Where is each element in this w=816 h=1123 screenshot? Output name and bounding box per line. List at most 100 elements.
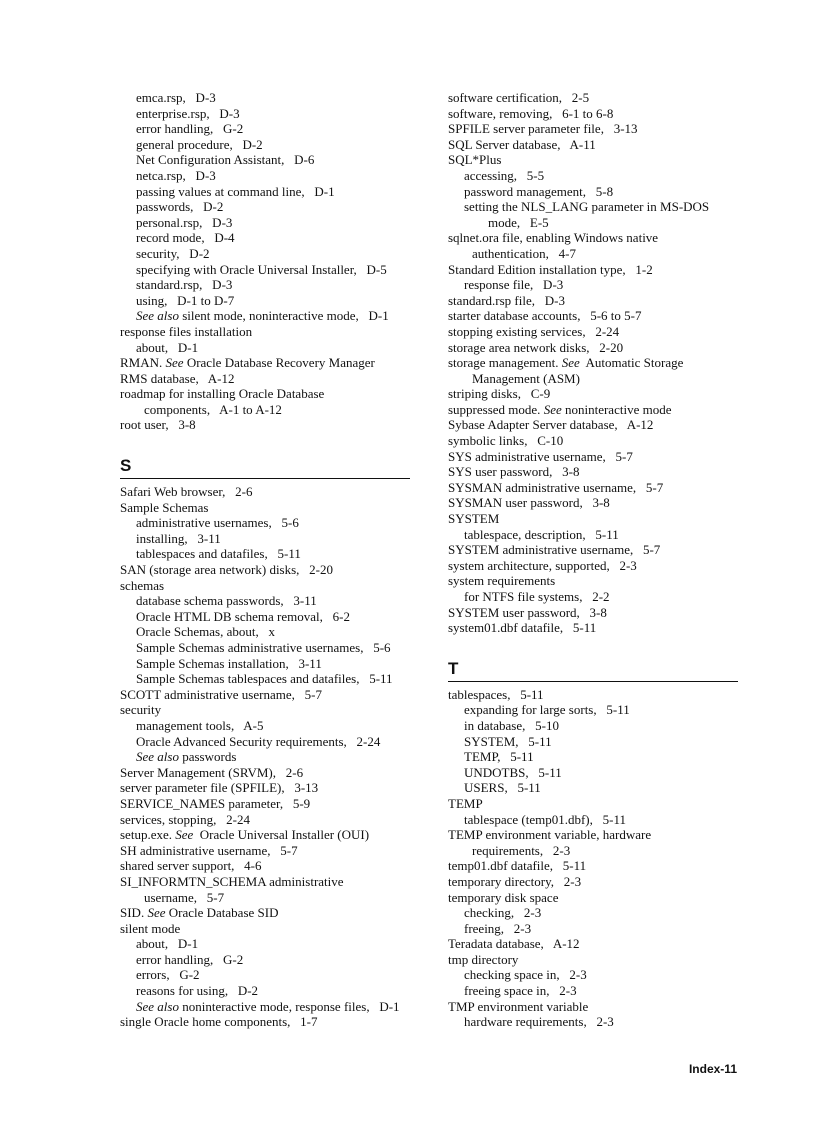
page-number: Index-11 — [688, 1062, 737, 1076]
entry-list: software certification, 2-5 software, rem… — [448, 90, 738, 636]
index-entry: Safari Web browser, 2-6 — [120, 484, 410, 500]
index-subentry: reasons for using, D-2 — [120, 983, 410, 999]
entry-text: RMAN. — [120, 355, 166, 371]
entry-text: root user, 3-8 — [120, 417, 196, 433]
index-subentry: Oracle Advanced Security requirements, 2… — [120, 734, 410, 750]
index-subentry: netca.rsp, D-3 — [120, 168, 410, 184]
index-subentry: error handling, G-2 — [120, 952, 410, 968]
index-entry: standard.rsp file, D-3 — [448, 293, 738, 309]
index-subentry: about, D-1 — [120, 340, 410, 356]
entry-text: SH administrative username, 5-7 — [120, 842, 298, 858]
index-entry: services, stopping, 2-24 — [120, 812, 410, 828]
entry-text: tablespaces and datafiles, 5-11 — [136, 546, 301, 562]
index-entry: Standard Edition installation type, 1-2 — [448, 262, 738, 278]
index-subentry: freeing, 2-3 — [448, 921, 738, 937]
index-subentry: emca.rsp, D-3 — [120, 90, 410, 106]
entry-text: SYSMAN administrative username, 5-7 — [448, 479, 664, 495]
entry-text: SAN (storage area network) disks, 2-20 — [120, 562, 334, 578]
entry-text: temp01.dbf datafile, 5-11 — [448, 858, 587, 874]
entry-text: silent mode, noninteractive mode, D-1 — [178, 308, 389, 324]
index-entry: TEMP — [448, 796, 738, 812]
index-entry: response files installation — [120, 324, 410, 340]
entry-text: Sybase Adapter Server database, A-12 — [448, 417, 654, 433]
entry-text: Server Management (SRVM), 2-6 — [120, 764, 304, 780]
entry-text: Sample Schemas tablespaces and datafiles… — [136, 671, 393, 687]
index-entry: SYSTEM — [448, 511, 738, 527]
index-column-right: software certification, 2-5 software, rem… — [448, 90, 738, 1030]
index-entry: single Oracle home components, 1-7 — [120, 1014, 410, 1030]
index-entry: software certification, 2-5 — [448, 90, 738, 106]
entry-text: freeing, 2-3 — [464, 920, 532, 936]
index-subentry: passwords, D-2 — [120, 199, 410, 215]
entry-text: SYSTEM user password, 3-8 — [448, 604, 607, 620]
index-entry: temporary disk space — [448, 890, 738, 906]
index-subentry: See also silent mode, noninteractive mod… — [120, 308, 410, 324]
see-reference-label: See — [561, 355, 580, 371]
entry-text: suppressed mode. — [448, 401, 544, 417]
index-subentry: Oracle HTML DB schema removal, 6-2 — [120, 609, 410, 625]
index-subentry: about, D-1 — [120, 936, 410, 952]
entry-text: SYSTEM, 5-11 — [464, 733, 552, 749]
entry-text: requirements, 2-3 — [472, 842, 571, 858]
entry-text: freeing space in, 2-3 — [464, 983, 577, 999]
entry-text: SPFILE server parameter file, 3-13 — [448, 121, 638, 137]
index-entry: TMP environment variable — [448, 999, 738, 1015]
index-entry: SYS user password, 3-8 — [448, 464, 738, 480]
entry-text: SYS administrative username, 5-7 — [448, 448, 633, 464]
index-entry: system01.dbf datafile, 5-11 — [448, 620, 738, 636]
index-subentry: setting the NLS_LANG parameter in MS-DOS — [448, 199, 738, 215]
entry-text: Oracle Universal Installer (OUI) — [193, 827, 370, 843]
index-subentry: Sample Schemas tablespaces and datafiles… — [120, 671, 410, 687]
index-subentry: specifying with Oracle Universal Install… — [120, 262, 410, 278]
index-subentry: general procedure, D-2 — [120, 137, 410, 153]
entry-text: Oracle Schemas, about, x — [136, 624, 275, 640]
index-entry: starter database accounts, 5-6 to 5-7 — [448, 308, 738, 324]
index-subentry: using, D-1 to D-7 — [120, 293, 410, 309]
index-entry: setup.exe. See Oracle Universal Installe… — [120, 827, 410, 843]
entry-text: record mode, D-4 — [136, 230, 235, 246]
index-entry: system architecture, supported, 2-3 — [448, 558, 738, 574]
index-subentry: enterprise.rsp, D-3 — [120, 106, 410, 122]
entry-text: storage management. — [448, 355, 562, 371]
entry-text: reasons for using, D-2 — [136, 983, 259, 999]
entry-list: Safari Web browser, 2-6 Sample Schemas adm… — [120, 484, 410, 1030]
entry-text: Automatic Storage — [579, 355, 684, 371]
index-entry: SYSTEM user password, 3-8 — [448, 605, 738, 621]
entry-text: for NTFS file systems, 2-2 — [464, 589, 610, 604]
index-subentry: expanding for large sorts, 5-11 — [448, 702, 738, 718]
index-entry: roadmap for installing Oracle Database — [120, 386, 410, 402]
entry-text: about, D-1 — [136, 339, 199, 355]
entry-text: security, D-2 — [136, 245, 210, 261]
entry-text: SID. — [120, 905, 148, 921]
entry-text: Oracle Database SID — [165, 905, 279, 921]
entry-text: TEMP environment variable, hardware — [448, 827, 652, 843]
entry-text: netca.rsp, D-3 — [136, 167, 216, 183]
entry-text: TEMP, 5-11 — [464, 749, 534, 765]
entry-text: standard.rsp, D-3 — [136, 277, 233, 293]
entry-text: passing values at command line, D-1 — [136, 183, 335, 199]
entry-text: noninteractive mode, response files, D-1 — [178, 998, 400, 1014]
entry-text: in database, 5-10 — [464, 717, 559, 733]
index-subentry: See also noninteractive mode, response f… — [120, 999, 410, 1015]
entry-text: shared server support, 4-6 — [120, 858, 262, 874]
index-entry: server parameter file (SPFILE), 3-13 — [120, 780, 410, 796]
entry-text: temporary disk space — [448, 889, 559, 905]
entry-text: components, A-1 to A-12 — [144, 401, 282, 417]
index-entry: components, A-1 to A-12 — [120, 402, 410, 418]
index-subentry: tablespace (temp01.dbf), 5-11 — [448, 812, 738, 828]
entry-text: errors, G-2 — [136, 967, 200, 983]
entry-text: administrative usernames, 5-6 — [136, 515, 299, 531]
see-reference-label: See — [175, 827, 194, 843]
index-entry: requirements, 2-3 — [448, 843, 738, 859]
entry-text: error handling, G-2 — [136, 951, 244, 967]
entry-text: Oracle Advanced Security requirements, 2… — [136, 733, 381, 749]
index-entry: striping disks, C-9 — [448, 386, 738, 402]
index-entry: Server Management (SRVM), 2-6 — [120, 765, 410, 781]
index-column-left: emca.rsp, D-3 enterprise.rsp, D-3 error ha… — [120, 90, 410, 1030]
entry-text: emca.rsp, D-3 — [136, 90, 216, 105]
entry-text: installing, 3-11 — [136, 530, 221, 546]
index-subentry: record mode, D-4 — [120, 230, 410, 246]
entry-text: Net Configuration Assistant, D-6 — [136, 152, 315, 168]
entry-text: TEMP — [448, 795, 483, 811]
entry-text: security — [120, 702, 162, 718]
